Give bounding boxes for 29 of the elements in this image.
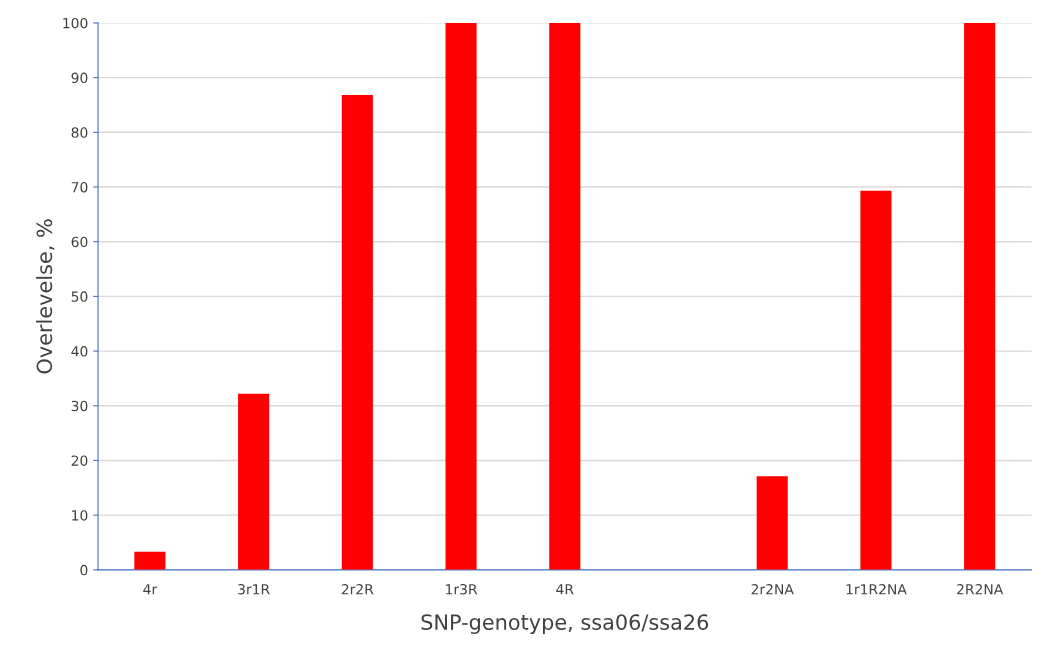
y-tick-label: 20 — [71, 455, 88, 466]
bar — [445, 22, 477, 570]
y-axis-title: Overlevelse, % — [36, 219, 55, 374]
y-tick-label: 90 — [71, 72, 88, 84]
bar — [964, 22, 996, 570]
y-tick-label: 100 — [63, 17, 88, 29]
y-tick-label: 0 — [80, 564, 88, 576]
x-tick-label: 1r1R2NA — [846, 583, 907, 595]
y-tick-label: 40 — [71, 346, 88, 357]
bar — [341, 95, 373, 570]
bar — [134, 551, 166, 570]
y-tick-label: 50 — [71, 291, 88, 302]
bar — [549, 22, 581, 570]
bar — [756, 476, 788, 570]
y-tick-label: 80 — [71, 127, 88, 138]
x-tick-label: 4R — [556, 584, 574, 595]
y-tick-label: 60 — [71, 236, 88, 248]
y-tick-label: 30 — [71, 400, 88, 412]
x-tick-label: 3r1R — [238, 583, 270, 595]
x-axis-title: SNP-genotype, ssa06/ssa26 — [421, 614, 709, 635]
x-tick-label: 1r3R — [446, 583, 478, 595]
bar — [860, 190, 892, 570]
y-tick-label: 70 — [71, 181, 88, 193]
bar — [238, 393, 270, 570]
x-tick-label: 2r2R — [341, 583, 374, 595]
x-tick-label: 2R2NA — [957, 583, 1004, 595]
x-tick-label: 2r2NA — [751, 583, 794, 595]
y-tick-label: 10 — [72, 510, 88, 521]
x-tick-label: 4r — [143, 584, 158, 595]
